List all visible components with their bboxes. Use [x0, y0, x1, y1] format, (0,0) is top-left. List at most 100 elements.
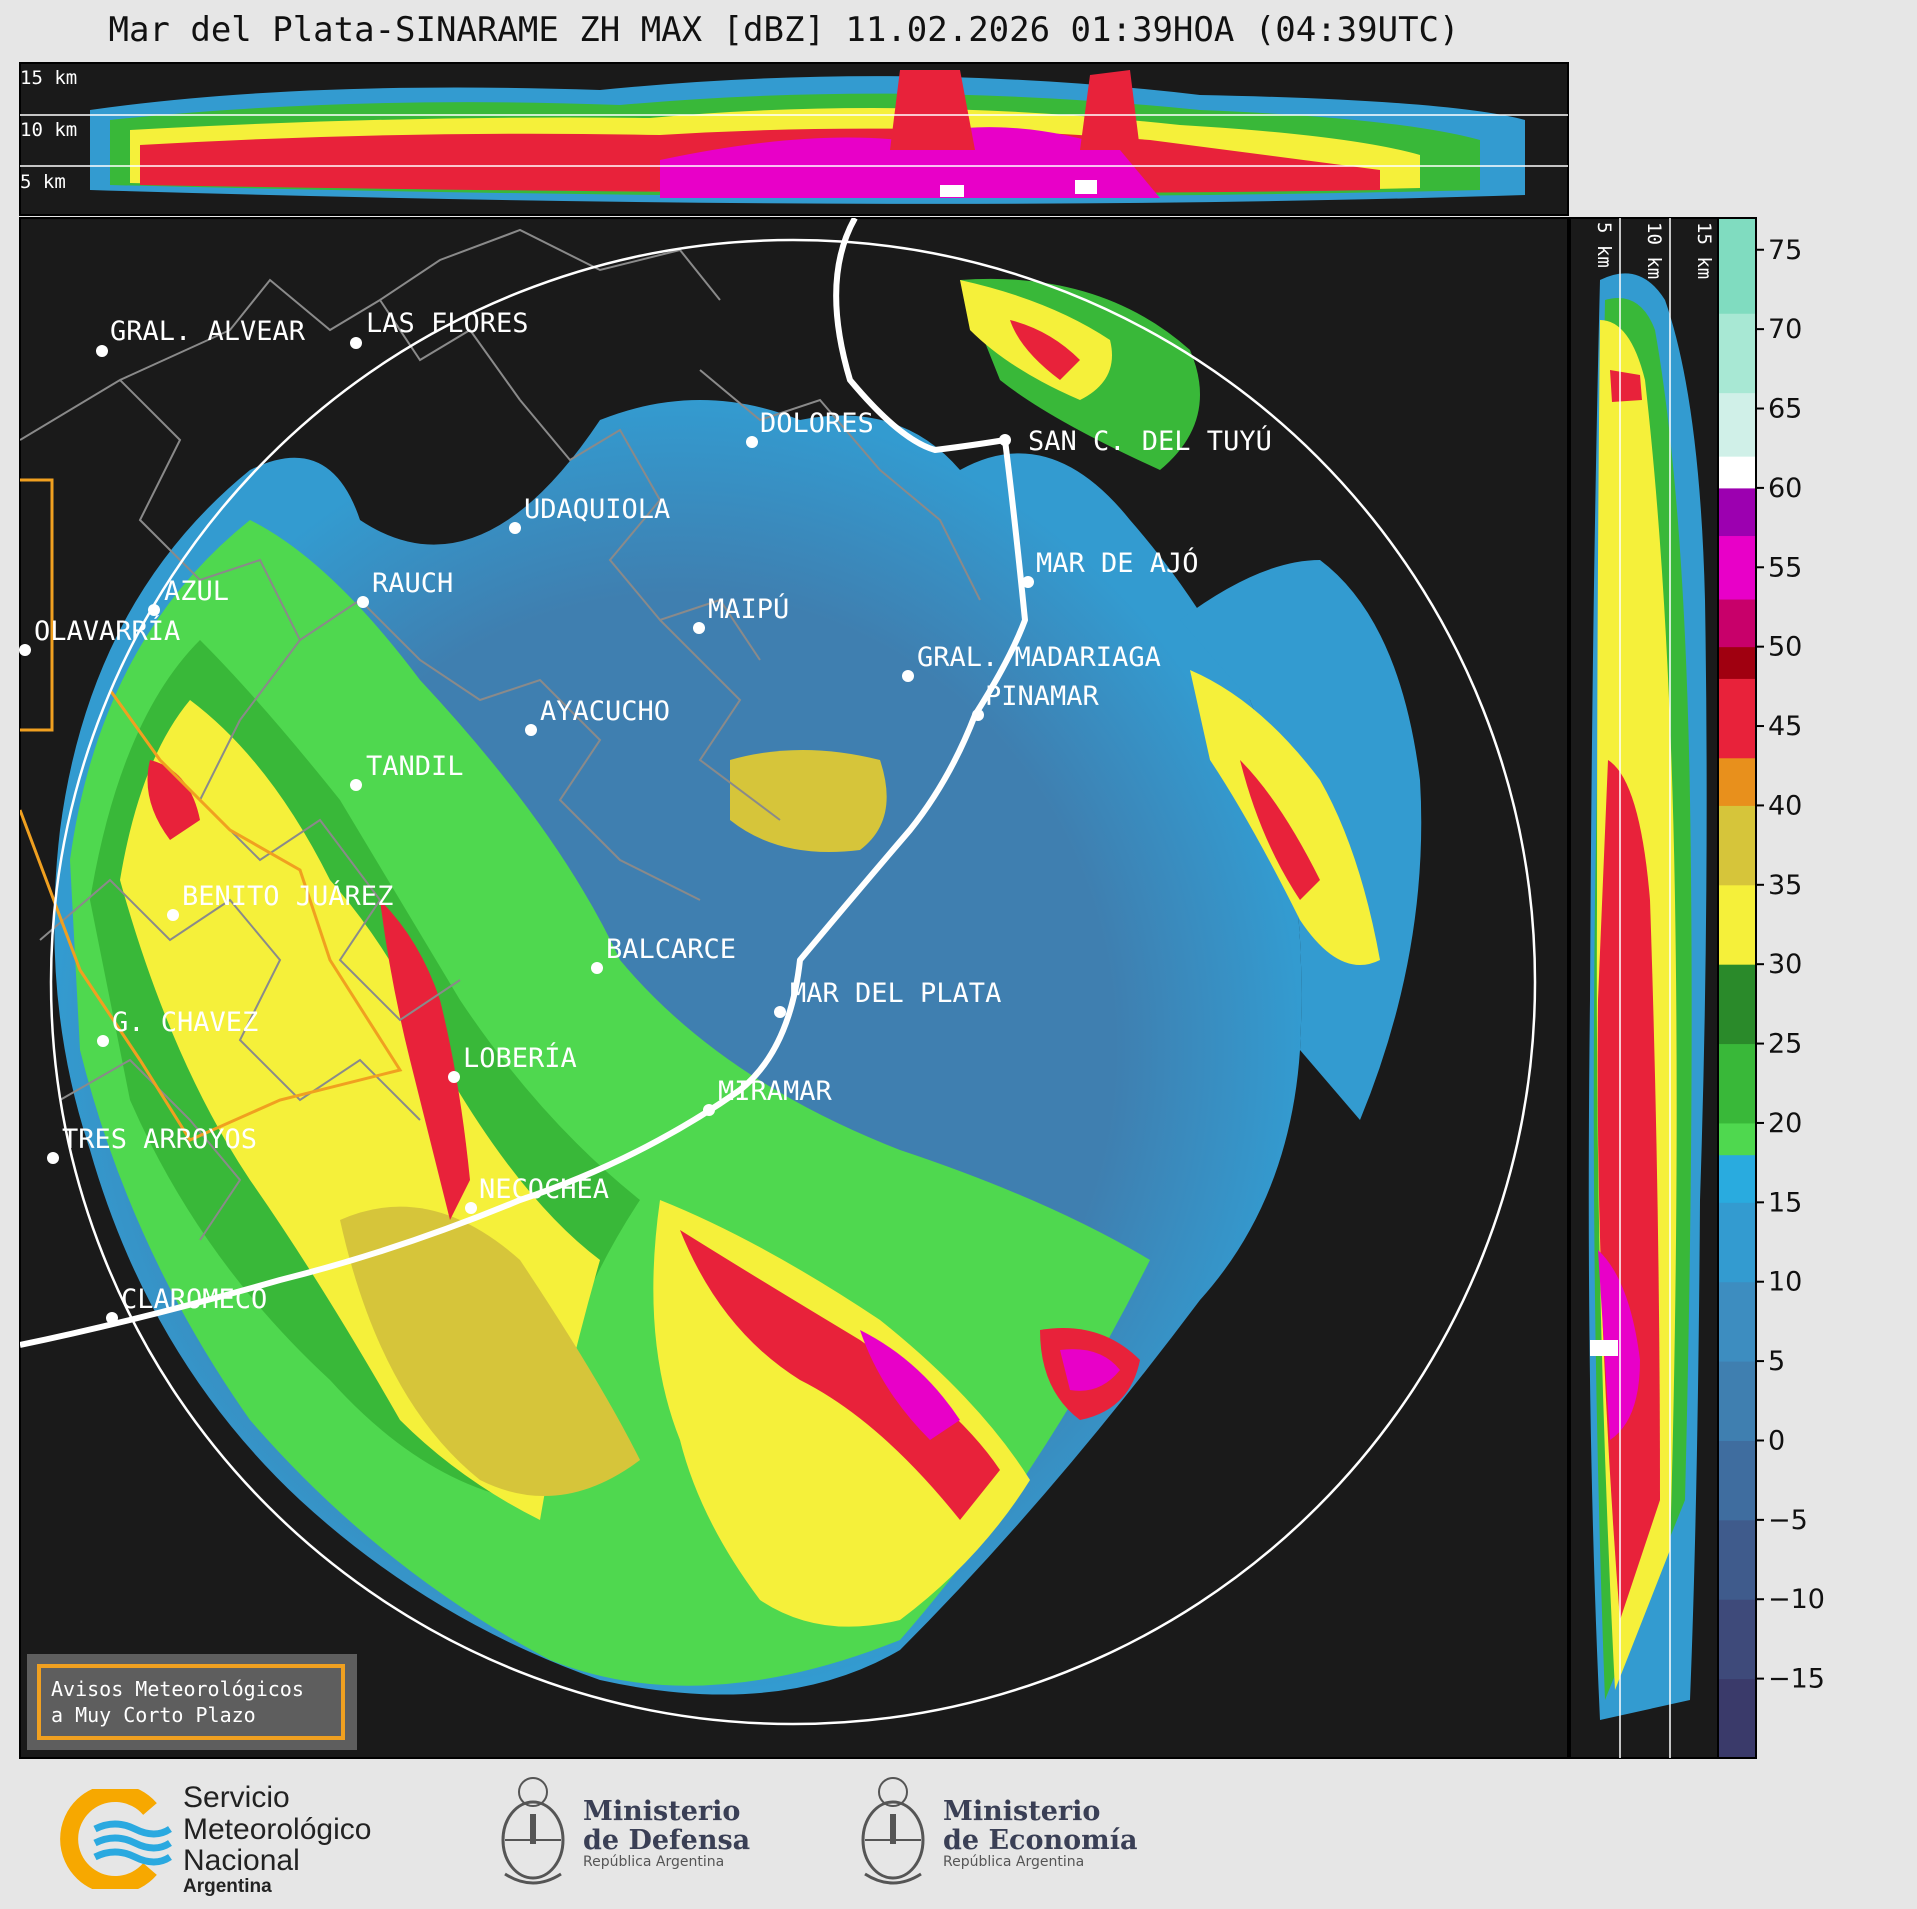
smn-line3: Nacional	[183, 1844, 300, 1877]
economia-logo: Ministerio de Economía República Argenti…	[855, 1774, 1137, 1894]
warning-box[interactable]: Avisos Meteorológicos a Muy Corto Plazo	[27, 1654, 357, 1750]
radar-map	[19, 217, 1569, 1759]
defensa-line2: de Defensa	[583, 1824, 751, 1856]
colorbar-tick-label: 0	[1768, 1425, 1785, 1456]
city-label: PINAMAR	[985, 681, 1100, 712]
city-marker	[525, 724, 537, 736]
city-marker	[591, 962, 603, 974]
economia-line2: de Economía	[943, 1824, 1138, 1856]
top-height-profile: 15 km 10 km 5 km	[19, 62, 1569, 216]
colorbar-segment	[1718, 456, 1756, 489]
city-marker	[350, 779, 362, 791]
city-marker	[703, 1104, 715, 1116]
colorbar-border	[1717, 217, 1757, 1759]
colorbar-segment	[1718, 599, 1756, 648]
colorbar-tick-label: 65	[1768, 394, 1802, 425]
city-marker	[357, 596, 369, 608]
colorbar-segment	[1718, 964, 1756, 1045]
city-label: BENITO JUÁREZ	[182, 880, 393, 912]
city-marker	[774, 1006, 786, 1018]
city-marker	[999, 434, 1011, 446]
colorbar-tick-label: 75	[1768, 235, 1802, 266]
colorbar-segment	[1718, 392, 1756, 457]
colorbar-tick-label: 35	[1768, 870, 1802, 901]
smn-logo: Servicio Meteorológico Nacional Argentin…	[55, 1782, 371, 1896]
colorbar-tick-label: 10	[1768, 1267, 1802, 1298]
smn-line2: Meteorológico	[183, 1812, 372, 1846]
colorbar-segment	[1718, 1361, 1756, 1441]
colorbar-tick-label: 15	[1768, 1187, 1802, 1218]
economia-sub: República Argentina	[943, 1854, 1085, 1870]
city-label: RAUCH	[372, 568, 453, 599]
city-label: MIRAMAR	[718, 1076, 833, 1107]
smn-line1: Servicio	[183, 1781, 290, 1814]
colorbar-segment	[1718, 535, 1756, 600]
colorbar-tick-label: 55	[1768, 552, 1802, 583]
colorbar-segment	[1718, 487, 1756, 537]
city-label: BALCARCE	[606, 934, 736, 965]
city-marker	[148, 604, 160, 616]
city-label: GRAL. MADARIAGA	[917, 642, 1161, 673]
city-marker	[448, 1071, 460, 1083]
colorbar-tick-label: 5	[1768, 1346, 1785, 1377]
colorbar-segment	[1718, 1202, 1756, 1283]
city-marker	[693, 622, 705, 634]
city-marker	[509, 522, 521, 534]
city-label: MAIPÚ	[708, 593, 789, 625]
colorbar-segment	[1718, 1440, 1756, 1521]
colorbar-tick-label: 60	[1768, 473, 1802, 504]
city-label: AYACUCHO	[540, 696, 670, 727]
city-label: CLAROMECÓ	[121, 1283, 267, 1315]
colorbar-segment	[1718, 313, 1756, 394]
city-label: MAR DEL PLATA	[790, 978, 1001, 1009]
smn-emblem-icon	[60, 1789, 172, 1890]
city-label: MAR DE AJÓ	[1036, 547, 1199, 579]
colorbar-segment	[1718, 1281, 1756, 1362]
colorbar-segment	[1718, 1599, 1756, 1680]
city-label: LOBERÍA	[463, 1042, 577, 1074]
economia-line1: Ministerio	[943, 1796, 1101, 1828]
footer-logos: Servicio Meteorológico Nacional Argentin…	[0, 1760, 1917, 1909]
colorbar-segment	[1718, 1154, 1756, 1203]
city-marker	[902, 670, 914, 682]
warning-box-line1: Avisos Meteorológicos	[51, 1677, 304, 1701]
colorbar-tick-label: 20	[1768, 1108, 1802, 1139]
colorbar-segment	[1718, 1678, 1756, 1759]
colorbar-segment	[1718, 805, 1756, 886]
colorbar-segment	[1718, 1519, 1756, 1600]
city-label: TANDIL	[366, 751, 464, 782]
colorbar-tick-label: 30	[1768, 949, 1802, 980]
page-title: Mar del Plata-SINARAME ZH MAX [dBZ] 11.0…	[108, 10, 1460, 50]
side-height-label: 5 km	[1593, 222, 1615, 268]
city-marker	[350, 337, 362, 349]
defensa-line1: Ministerio	[583, 1796, 741, 1828]
city-label: G. CHAVEZ	[112, 1007, 258, 1038]
side-height-label: 10 km	[1643, 222, 1665, 279]
city-marker	[746, 436, 758, 448]
city-label: TRES ARROYOS	[62, 1124, 257, 1155]
colorbar-tick-label: 45	[1768, 711, 1802, 742]
city-label: DOLORES	[760, 408, 874, 439]
colorbar-tick-label: −5	[1768, 1505, 1808, 1536]
colorbar-tick-label: −10	[1768, 1584, 1825, 1615]
colorbar-tick-label: 50	[1768, 632, 1802, 663]
side-height-profile: 5 km 10 km 15 km	[1569, 217, 1719, 1759]
city-marker	[465, 1202, 477, 1214]
side-height-label: 15 km	[1693, 222, 1715, 279]
colorbar-segment	[1718, 218, 1756, 314]
city-label: LAS FLORES	[366, 308, 529, 339]
colorbar-tick-label: 40	[1768, 790, 1802, 821]
city-marker	[1022, 576, 1034, 588]
colorbar-tick-label: −15	[1768, 1664, 1825, 1695]
colorbar-segment	[1718, 757, 1756, 806]
city-label: UDAQUIOLA	[524, 494, 670, 525]
colorbar-segment	[1718, 884, 1756, 965]
top-height-label: 5 km	[20, 171, 66, 193]
city-label: OLAVARRÍA	[34, 615, 180, 647]
city-label: AZUL	[164, 576, 229, 607]
colorbar-segment	[1718, 1043, 1756, 1124]
city-marker	[47, 1152, 59, 1164]
defensa-sub: República Argentina	[583, 1854, 725, 1870]
